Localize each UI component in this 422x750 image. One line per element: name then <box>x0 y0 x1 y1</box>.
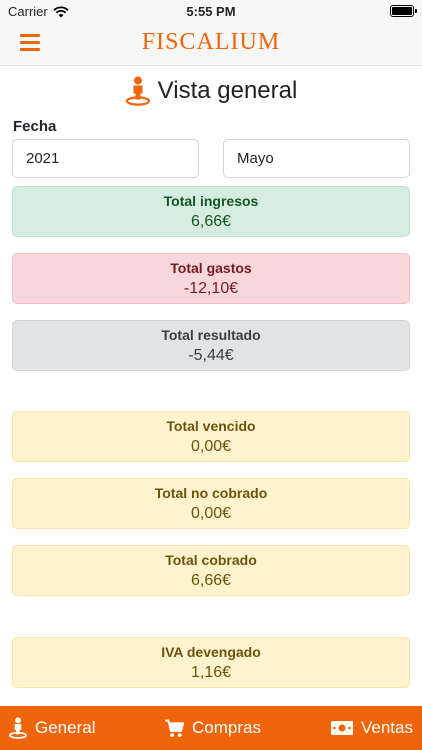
shopping-cart-icon <box>165 718 185 737</box>
card-title: Total resultado <box>161 327 261 343</box>
tab-ventas[interactable]: Ventas <box>330 706 413 750</box>
card-total-gastos: Total gastos -12,10€ <box>12 253 410 304</box>
card-iva-devengado: IVA devengado 1,16€ <box>12 637 410 688</box>
card-value: -5,44€ <box>188 347 234 364</box>
tab-ventas-label: Ventas <box>361 718 413 737</box>
card-total-cobrado: Total cobrado 6,66€ <box>12 545 410 596</box>
card-value: 6,66€ <box>190 572 232 589</box>
person-pin-icon <box>9 717 27 739</box>
page-title: Vista general <box>0 75 422 107</box>
card-total-ingresos: Total ingresos 6,66€ <box>12 186 410 237</box>
card-total-vencido: Total vencido 0,00€ <box>12 411 410 462</box>
status-time: 5:55 PM <box>186 4 236 19</box>
carrier-group: Carrier <box>8 4 69 19</box>
tab-general[interactable]: General <box>8 706 95 750</box>
tab-compras[interactable]: Compras <box>164 706 261 750</box>
card-value: 0,00€ <box>190 505 232 522</box>
card-title: Total gastos <box>170 260 252 276</box>
card-title: Total cobrado <box>165 552 257 568</box>
brand-text: FISCALIUM <box>141 29 281 55</box>
tab-general-label: General <box>35 718 96 737</box>
card-value: 1,16€ <box>190 664 232 681</box>
battery-icon <box>390 5 417 17</box>
card-value: 0,00€ <box>190 438 232 455</box>
fecha-label: Fecha <box>13 118 57 135</box>
brand-logo: FISCALIUM <box>0 29 422 56</box>
hamburger-menu-icon[interactable] <box>20 34 40 52</box>
person-pin-icon <box>125 76 150 106</box>
card-total-no-cobrado: Total no cobrado 0,00€ <box>12 478 410 529</box>
month-select[interactable]: Mayo <box>223 139 410 178</box>
status-bar: Carrier 5:55 PM <box>0 0 422 22</box>
navbar: FISCALIUM <box>0 22 422 66</box>
card-value: 6,66€ <box>190 213 232 230</box>
card-title: Total no cobrado <box>154 485 268 501</box>
money-bill-icon <box>331 721 353 735</box>
card-title: Total ingresos <box>163 193 259 209</box>
card-value: -12,10€ <box>183 280 239 297</box>
bottom-tab-bar: General Compras Ventas <box>0 706 422 750</box>
card-total-resultado: Total resultado -5,44€ <box>12 320 410 371</box>
card-title: Total vencido <box>166 418 256 434</box>
tab-compras-label: Compras <box>192 718 261 737</box>
page-title-text: Vista general <box>157 77 298 104</box>
wifi-icon <box>53 5 69 17</box>
carrier-label: Carrier <box>8 4 48 19</box>
card-title: IVA devengado <box>161 644 261 660</box>
year-select[interactable]: 2021 <box>12 139 199 178</box>
